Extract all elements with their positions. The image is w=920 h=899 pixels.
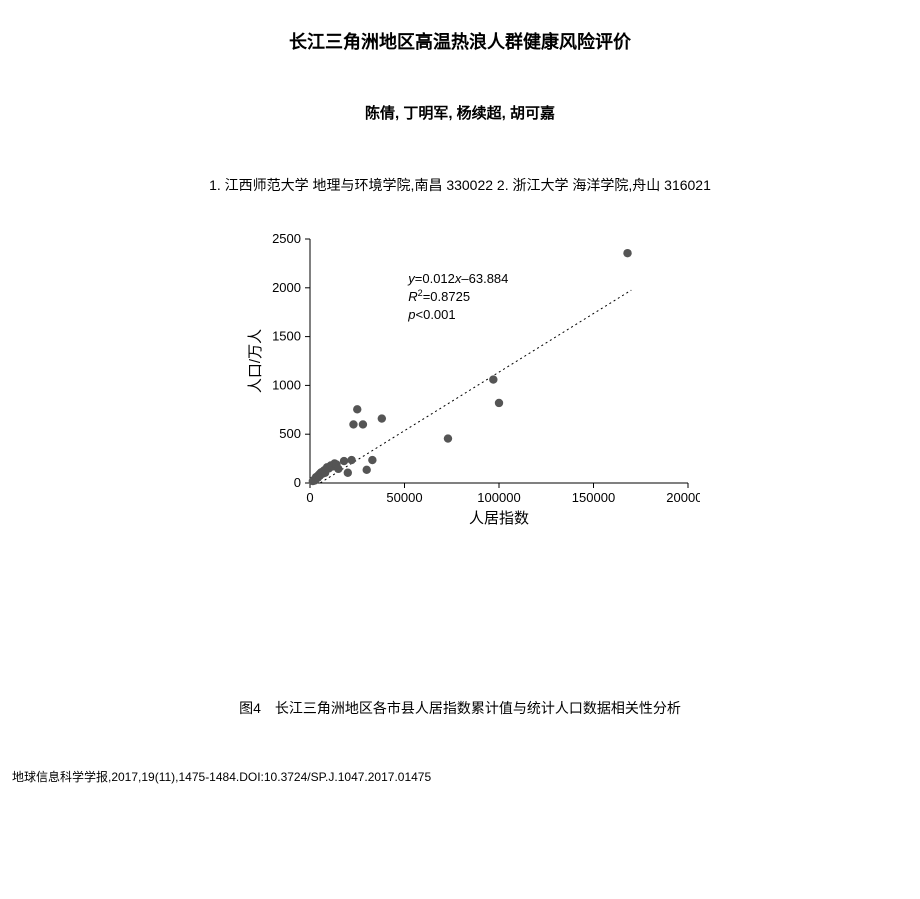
svg-text:1500: 1500: [272, 329, 301, 344]
svg-text:100000: 100000: [477, 490, 520, 505]
figure-caption: 图4 长江三角洲地区各市县人居指数累计值与统计人口数据相关性分析: [0, 698, 920, 718]
paper-title: 长江三角洲地区高温热浪人群健康风险评价: [0, 0, 920, 54]
svg-text:y=0.012x–63.884: y=0.012x–63.884: [407, 271, 508, 286]
paper-affiliations: 1. 江西师范大学 地理与环境学院,南昌 330022 2. 浙江大学 海洋学院…: [0, 175, 920, 195]
svg-text:150000: 150000: [572, 490, 615, 505]
svg-text:p<0.001: p<0.001: [407, 307, 455, 322]
citation: 地球信息科学学报,2017,19(11),1475-1484.DOI:10.37…: [0, 768, 920, 785]
svg-text:0: 0: [306, 490, 313, 505]
svg-text:0: 0: [294, 475, 301, 490]
svg-text:R2=0.8725: R2=0.8725: [408, 288, 470, 304]
svg-text:200000: 200000: [666, 490, 700, 505]
svg-text:人口/万人: 人口/万人: [247, 329, 264, 393]
svg-text:500: 500: [279, 426, 301, 441]
svg-text:人居指数: 人居指数: [469, 510, 529, 527]
svg-text:50000: 50000: [386, 490, 422, 505]
paper-authors: 陈倩, 丁明军, 杨续超, 胡可嘉: [0, 102, 920, 123]
svg-text:2000: 2000: [272, 280, 301, 295]
figure-chart: 0 500 1000 1500 2000 2500 0 50000 100000 150000 20…: [220, 223, 700, 533]
svg-text:1000: 1000: [272, 377, 301, 392]
svg-text:2500: 2500: [272, 231, 301, 246]
scatter-chart: 0 500 1000 1500 2000 2500 0 50000 100000 150000 20…: [220, 223, 700, 533]
